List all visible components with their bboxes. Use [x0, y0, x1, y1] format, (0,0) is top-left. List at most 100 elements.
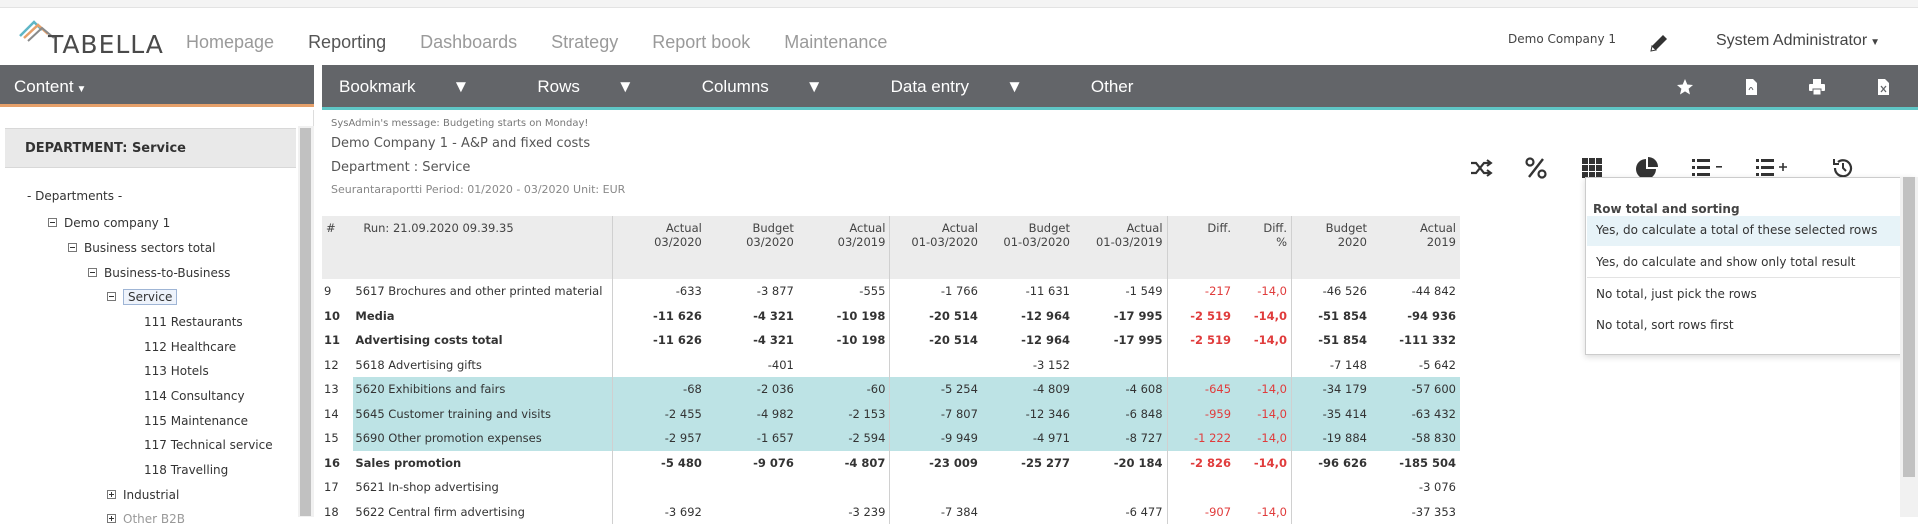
option-no-total-sort[interactable]: No total, sort rows first: [1596, 318, 1734, 332]
table-cell[interactable]: [1074, 475, 1167, 500]
pencil-icon[interactable]: [1648, 32, 1672, 54]
excel-icon[interactable]: [1874, 78, 1892, 96]
table-cell[interactable]: -3 152: [1032, 357, 1070, 372]
table-row[interactable]: 12 5618 Advertising gifts -401 -3 152 -7 148…: [322, 352, 1460, 378]
table-row[interactable]: 11 Advertising costs total -11 626 -4 321 -1…: [322, 328, 1460, 353]
content-menu-button[interactable]: Content ▼: [14, 77, 86, 97]
table-cell[interactable]: -9 949: [889, 426, 982, 451]
table-cell[interactable]: -14,0: [1257, 504, 1287, 519]
table-cell[interactable]: [612, 475, 706, 500]
table-cell[interactable]: -2 455: [612, 401, 706, 426]
collapse-icon[interactable]: [68, 243, 77, 252]
col-header[interactable]: Budget 01-03/2020: [982, 216, 1074, 279]
table-row[interactable]: 18 5622 Central firm advertising -3 692 -3 …: [322, 499, 1460, 524]
table-cell[interactable]: -35 414: [1290, 401, 1371, 426]
star-icon[interactable]: [1676, 78, 1694, 96]
tree-leaf[interactable]: 115 Maintenance: [144, 414, 248, 428]
table-cell[interactable]: -401: [767, 357, 794, 372]
option-no-total-pick[interactable]: No total, just pick the rows: [1596, 287, 1757, 301]
table-cell[interactable]: -2 519: [1166, 328, 1236, 353]
table-cell[interactable]: -5 480: [612, 450, 706, 475]
table-row[interactable]: 14 5645 Customer training and visits -2 45…: [322, 401, 1460, 426]
table-cell[interactable]: -2 594: [797, 426, 890, 451]
table-cell[interactable]: -4 321: [753, 333, 794, 348]
table-cell[interactable]: -3 692: [612, 499, 706, 524]
collapse-icon[interactable]: [107, 292, 116, 301]
table-cell[interactable]: [612, 352, 706, 377]
history-icon[interactable]: [1830, 155, 1858, 183]
tree-leaf[interactable]: 117 Technical service: [144, 438, 273, 452]
table-cell[interactable]: -217: [1166, 279, 1236, 304]
table-cell[interactable]: -51 854: [1290, 328, 1371, 353]
table-cell[interactable]: [889, 475, 982, 500]
table-cell[interactable]: -7 148: [1290, 352, 1371, 377]
col-header[interactable]: Diff.: [1166, 216, 1236, 279]
left-scrollbar-thumb[interactable]: [300, 128, 311, 516]
table-cell[interactable]: -3 877: [756, 284, 794, 299]
table-cell[interactable]: -20 514: [889, 328, 982, 353]
table-cell[interactable]: -12 964: [1021, 308, 1070, 323]
tree-item-partial[interactable]: Other B2B: [107, 512, 185, 526]
table-row[interactable]: 16 Sales promotion -5 480 -9 076 -4 807 -23 0…: [322, 450, 1460, 475]
table-cell[interactable]: -555: [859, 284, 886, 299]
tree-leaf[interactable]: 112 Healthcare: [144, 340, 237, 354]
table-cell[interactable]: -6 848: [1073, 401, 1168, 426]
table-cell[interactable]: [798, 475, 890, 500]
table-cell[interactable]: -20 514: [889, 303, 982, 328]
table-cell[interactable]: -46 526: [1290, 279, 1371, 304]
table-cell[interactable]: -645: [1166, 377, 1236, 402]
table-cell[interactable]: -4 608: [1073, 377, 1168, 402]
tabella-logo[interactable]: TABELLA: [18, 14, 168, 59]
col-header[interactable]: Actual 2019: [1371, 216, 1460, 279]
list-plus-icon[interactable]: [1754, 155, 1787, 183]
tree-item-demo-company[interactable]: Demo company 1: [48, 216, 170, 230]
col-header[interactable]: Actual 01-03/2019: [1074, 216, 1167, 279]
table-cell[interactable]: [706, 475, 798, 500]
table-cell[interactable]: -12 346: [981, 401, 1074, 426]
table-cell[interactable]: -14,0: [1235, 401, 1292, 426]
table-cell[interactable]: -14,0: [1253, 333, 1287, 348]
collapse-icon[interactable]: [88, 268, 97, 277]
nav-homepage[interactable]: Homepage: [186, 32, 275, 52]
table-cell[interactable]: -19 884: [1290, 426, 1371, 451]
pdf-icon[interactable]: [1742, 78, 1760, 96]
expand-icon[interactable]: [107, 490, 116, 499]
nav-maintenance[interactable]: Maintenance: [784, 32, 888, 52]
table-cell[interactable]: -51 854: [1290, 303, 1371, 328]
list-minus-icon[interactable]: [1690, 155, 1722, 183]
tree-item-business-sectors[interactable]: Business sectors total: [68, 241, 215, 255]
table-cell[interactable]: -633: [612, 279, 706, 304]
col-header[interactable]: Budget 2020: [1290, 216, 1371, 279]
table-cell[interactable]: -4 807: [844, 455, 886, 470]
left-scrollbar[interactable]: [298, 126, 314, 517]
table-row[interactable]: 13 5620 Exhibitions and fairs -68 -2 036 -60…: [322, 377, 1460, 402]
tree-item-b2b[interactable]: Business-to-Business: [88, 266, 230, 280]
menu-other[interactable]: Other: [1090, 77, 1134, 96]
table-cell[interactable]: -2 826: [1166, 450, 1236, 475]
pie-chart-icon[interactable]: [1634, 155, 1662, 183]
table-cell[interactable]: [1166, 352, 1236, 377]
table-row[interactable]: 9 5617 Brochures and other printed materi…: [322, 279, 1460, 304]
table-cell[interactable]: -2 519: [1166, 303, 1236, 328]
collapse-icon[interactable]: [48, 218, 57, 227]
table-cell[interactable]: -3 076: [1418, 480, 1456, 495]
print-icon[interactable]: [1808, 78, 1826, 96]
col-header[interactable]: Actual 01-03/2020: [889, 216, 982, 279]
company-selector[interactable]: Demo Company 1: [1508, 32, 1617, 46]
table-cell[interactable]: -23 009: [889, 450, 982, 475]
table-cell[interactable]: -9 076: [753, 455, 794, 470]
table-cell[interactable]: -14,0: [1235, 377, 1292, 402]
table-cell[interactable]: -57 600: [1370, 377, 1460, 402]
table-cell[interactable]: [798, 353, 890, 378]
table-cell[interactable]: -11 631: [1025, 284, 1070, 299]
table-cell[interactable]: -11 626: [612, 328, 706, 353]
col-header[interactable]: Actual 03/2019: [798, 216, 890, 279]
table-cell[interactable]: -60: [797, 377, 890, 402]
table-cell[interactable]: [889, 352, 982, 377]
table-cell[interactable]: -185 504: [1399, 455, 1456, 470]
table-cell[interactable]: -25 277: [1021, 455, 1070, 470]
table-cell[interactable]: -17 995: [1113, 333, 1163, 348]
menu-rows[interactable]: Rows ▼: [537, 77, 667, 97]
tree-item-service[interactable]: Service: [107, 289, 178, 305]
table-cell[interactable]: -2 957: [612, 426, 706, 451]
